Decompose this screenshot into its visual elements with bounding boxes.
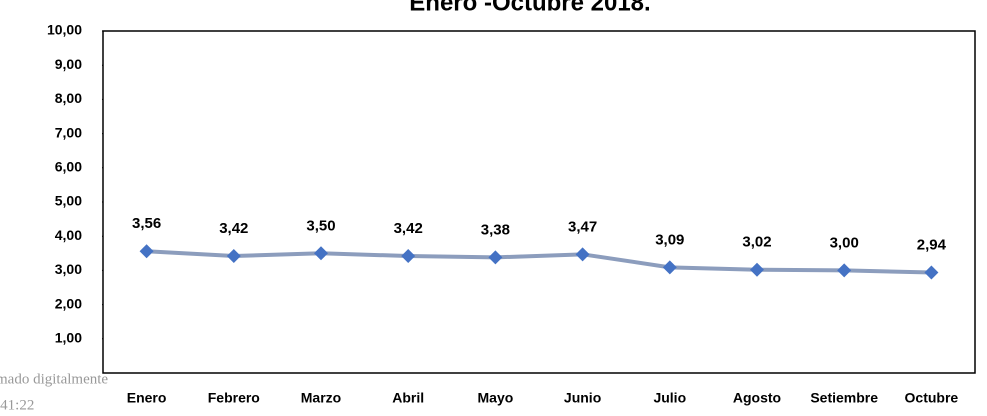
data-label: 3,02 bbox=[742, 234, 771, 251]
data-label: 3,47 bbox=[568, 218, 597, 235]
x-tick-label: Octubre bbox=[905, 390, 959, 406]
x-tick-label: Abril bbox=[392, 390, 424, 406]
marker bbox=[488, 250, 503, 265]
marker bbox=[226, 249, 241, 264]
y-tick-label: 2,00 bbox=[55, 295, 82, 311]
data-label: 3,50 bbox=[306, 217, 335, 234]
x-tick-label: Junio bbox=[564, 390, 601, 406]
marker bbox=[401, 249, 416, 264]
marker bbox=[314, 246, 328, 261]
watermark: :41:22 bbox=[0, 397, 34, 413]
data-label: 3,56 bbox=[132, 215, 161, 232]
x-tick-label: Setiembre bbox=[810, 390, 878, 406]
y-tick-label: 6,00 bbox=[55, 159, 82, 175]
y-tick-label: 10,00 bbox=[47, 22, 82, 38]
marker bbox=[575, 247, 590, 262]
y-tick-label: 3,00 bbox=[55, 261, 82, 277]
y-tick-label: 7,00 bbox=[55, 124, 82, 140]
data-label: 3,42 bbox=[394, 220, 423, 237]
y-tick-label: 4,00 bbox=[55, 227, 82, 243]
marker bbox=[924, 265, 939, 280]
y-tick-label: 8,00 bbox=[55, 90, 82, 106]
data-label: 2,94 bbox=[917, 236, 947, 253]
marker bbox=[837, 263, 852, 278]
data-label: 3,38 bbox=[481, 221, 510, 238]
y-tick-label: 9,00 bbox=[55, 56, 82, 72]
data-label: 3,09 bbox=[655, 231, 684, 248]
data-label: 3,42 bbox=[219, 220, 248, 237]
plot-frame bbox=[102, 30, 976, 374]
x-tick-label: Mayo bbox=[478, 390, 514, 406]
data-label: 3,00 bbox=[830, 234, 859, 251]
y-tick-label: 5,00 bbox=[55, 193, 82, 209]
chart-title: Enero -Octubre 2018. bbox=[409, 0, 650, 16]
line bbox=[146, 249, 932, 275]
y-tick-label: 1,00 bbox=[55, 330, 82, 346]
marker bbox=[750, 262, 764, 277]
x-tick-label: Julio bbox=[653, 390, 686, 406]
marker bbox=[662, 260, 677, 275]
x-tick-label: Agosto bbox=[733, 390, 781, 406]
marker bbox=[139, 244, 154, 259]
x-tick-label: Marzo bbox=[301, 390, 341, 406]
watermark: mado digitalmente bbox=[0, 371, 108, 387]
x-tick-label: Enero bbox=[127, 390, 167, 406]
x-tick-label: Febrero bbox=[208, 390, 260, 406]
